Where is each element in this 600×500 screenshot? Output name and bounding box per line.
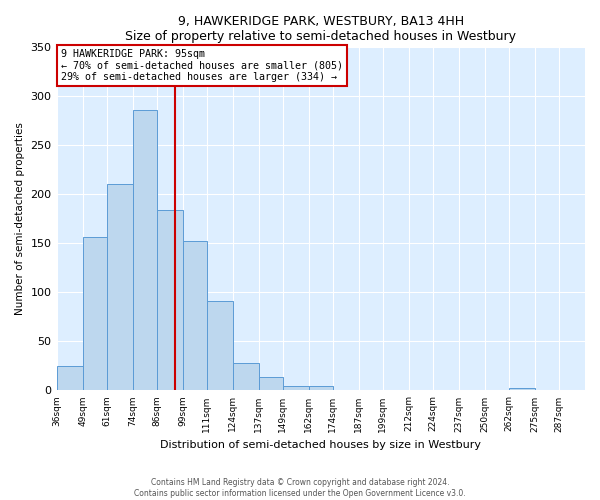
Bar [157,210,182,390]
Text: 9 HAWKERIDGE PARK: 95sqm
← 70% of semi-detached houses are smaller (805)
29% of : 9 HAWKERIDGE PARK: 95sqm ← 70% of semi-d… [61,49,343,82]
Bar [56,366,83,390]
Bar [206,301,233,390]
Bar [107,184,133,390]
Title: 9, HAWKERIDGE PARK, WESTBURY, BA13 4HH
Size of property relative to semi-detache: 9, HAWKERIDGE PARK, WESTBURY, BA13 4HH S… [125,15,516,43]
Bar [133,110,157,390]
Text: Contains HM Land Registry data © Crown copyright and database right 2024.
Contai: Contains HM Land Registry data © Crown c… [134,478,466,498]
Bar [309,386,333,390]
X-axis label: Distribution of semi-detached houses by size in Westbury: Distribution of semi-detached houses by … [160,440,481,450]
Bar [509,388,535,390]
Bar [83,238,107,390]
Bar [259,376,283,390]
Bar [233,363,259,390]
Bar [182,242,206,390]
Y-axis label: Number of semi-detached properties: Number of semi-detached properties [15,122,25,315]
Bar [283,386,309,390]
